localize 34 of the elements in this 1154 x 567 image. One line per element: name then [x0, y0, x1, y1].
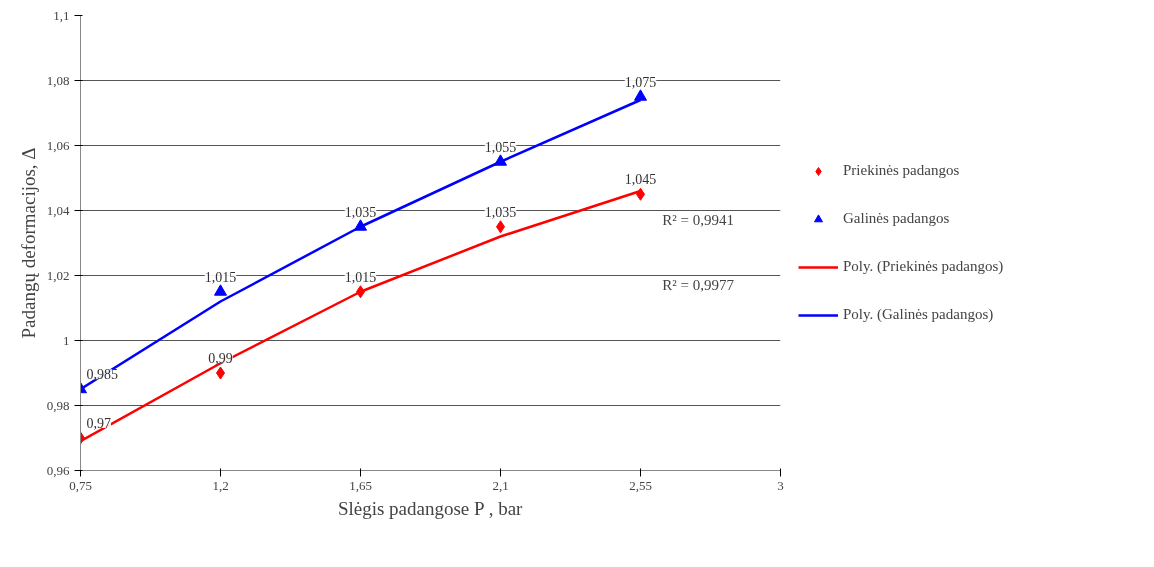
x-tick-label: 2,55: [629, 477, 652, 493]
y-tick-label: 0,98: [46, 397, 70, 413]
y-tick-label: 1,06: [46, 137, 70, 153]
legend-label: Poly. (Priekinės padangos): [843, 258, 1004, 275]
y-tick-label: 1,08: [46, 72, 70, 88]
data-label: 1,035: [344, 204, 377, 220]
annotation: R² = 0,9941: [662, 212, 734, 229]
legend-label: Poly. (Galinės padangos): [843, 306, 994, 323]
legend-label: Galinės padangos: [843, 210, 950, 227]
y-tick-label: 0,96: [46, 462, 70, 478]
y-tick-label: 1,02: [46, 267, 70, 283]
y-tick-label: 1,1: [53, 7, 70, 23]
y-axis-title: Padangų deformacijos, Δ: [17, 147, 39, 339]
data-label: 1,015: [344, 269, 377, 285]
data-label: 1,045: [624, 172, 657, 188]
legend-label: Priekinės padangos: [843, 162, 960, 179]
x-tick-label: 2,1: [492, 477, 509, 493]
point: [634, 89, 647, 101]
data-label: 1,035: [484, 204, 517, 220]
data-label: 1,055: [484, 139, 517, 155]
data-label: 0,985: [86, 367, 118, 383]
x-axis-title: Slėgis padangose P , bar: [337, 497, 524, 519]
x-tick-label: 1,65: [349, 477, 372, 493]
data-label: 0,97: [86, 416, 111, 431]
data-label: 1,015: [204, 269, 237, 285]
annotation: R² = 0,9977: [662, 277, 735, 294]
y-tick-label: 1,04: [46, 202, 70, 218]
y-tick-label: 1: [63, 332, 70, 348]
x-tick-label: 0,75: [69, 477, 92, 493]
point: [214, 284, 227, 296]
data-label: 1,075: [624, 74, 657, 90]
x-tick-label: 1,2: [212, 477, 229, 493]
data-label: 0,99: [208, 351, 233, 366]
x-tick-label: 3: [777, 477, 784, 493]
